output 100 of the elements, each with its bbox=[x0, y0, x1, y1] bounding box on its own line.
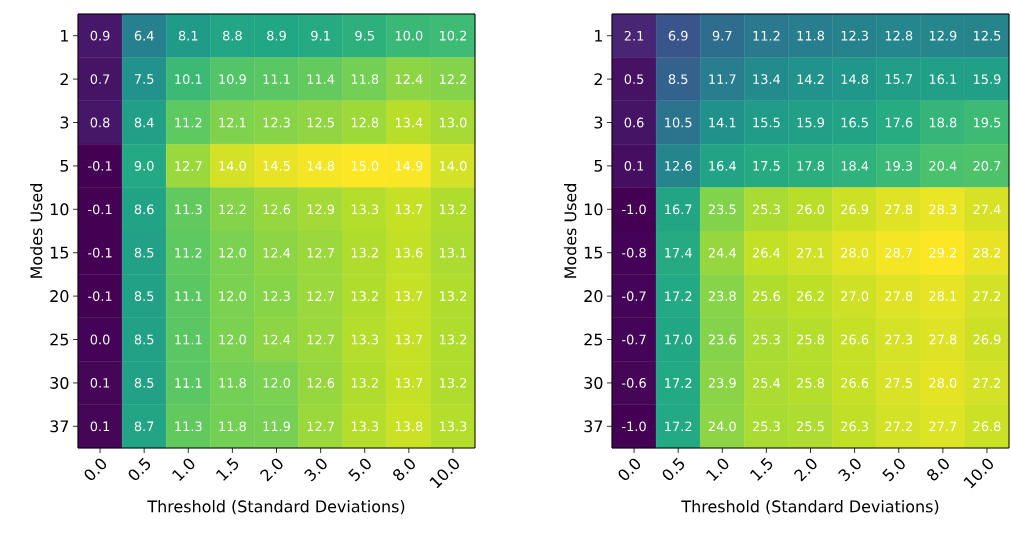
data-label: 12.8 bbox=[885, 30, 913, 41]
x-tick-label: 0.0 bbox=[84, 458, 107, 481]
data-label: 14.1 bbox=[709, 117, 736, 128]
x-tick-label: 1.5 bbox=[750, 457, 773, 481]
data-label: 17.2 bbox=[665, 291, 692, 301]
data-label: 12.7 bbox=[307, 291, 334, 301]
data-label: -0.7 bbox=[622, 334, 646, 345]
data-label: 11.8 bbox=[351, 74, 379, 85]
y-tick-label: 20 bbox=[584, 290, 603, 303]
data-label: 11.8 bbox=[219, 378, 246, 388]
x-tick-label: 0.5 bbox=[662, 457, 685, 481]
data-label: 13.2 bbox=[351, 247, 378, 258]
data-label: 17.6 bbox=[885, 117, 913, 128]
y-tick-label: 25 bbox=[584, 333, 603, 346]
x-tick-label: 8.0 bbox=[393, 458, 415, 481]
data-label: 26.4 bbox=[752, 247, 781, 258]
data-label: 17.8 bbox=[797, 161, 825, 171]
data-label: 26.6 bbox=[841, 334, 869, 345]
y-tick-label: 25 bbox=[50, 333, 69, 346]
data-label: 11.1 bbox=[263, 74, 290, 84]
data-label: 13.2 bbox=[439, 334, 467, 345]
data-label: 13.2 bbox=[439, 378, 467, 388]
data-label: 0.0 bbox=[90, 334, 110, 345]
data-label: 13.7 bbox=[395, 204, 423, 215]
data-label: 27.7 bbox=[929, 421, 957, 432]
data-label: 15.9 bbox=[973, 74, 1001, 85]
x-tick-label: 0.0 bbox=[618, 458, 641, 481]
data-label: 17.0 bbox=[665, 334, 692, 345]
data-label: 12.7 bbox=[307, 247, 334, 258]
data-label: 24.0 bbox=[708, 421, 736, 432]
data-label: 25.4 bbox=[752, 378, 781, 388]
data-label: 14.0 bbox=[219, 161, 246, 171]
data-label: 12.7 bbox=[175, 161, 202, 171]
data-label: 11.2 bbox=[175, 247, 202, 258]
data-label: 12.8 bbox=[351, 117, 379, 128]
data-label: 15.7 bbox=[885, 74, 913, 84]
data-label: 11.8 bbox=[219, 421, 246, 432]
data-label: 13.7 bbox=[395, 378, 423, 388]
data-label: 0.9 bbox=[90, 30, 110, 41]
data-label: 8.5 bbox=[134, 334, 154, 345]
data-label: 28.2 bbox=[973, 247, 1001, 258]
x-tick-label: 1.5 bbox=[216, 457, 239, 481]
data-label: 2.1 bbox=[624, 30, 644, 41]
x-tick-label: 3.0 bbox=[838, 458, 861, 482]
data-label: 28.7 bbox=[885, 247, 913, 258]
data-label: 17.4 bbox=[665, 247, 692, 258]
data-label: 28.0 bbox=[929, 378, 957, 388]
data-label: 18.4 bbox=[841, 161, 869, 171]
data-label: 11.2 bbox=[753, 30, 780, 41]
x-tick-label: 5.0 bbox=[348, 458, 371, 482]
data-label: 12.6 bbox=[665, 161, 692, 171]
data-label: 14.0 bbox=[439, 161, 467, 171]
data-label: 12.2 bbox=[219, 204, 246, 215]
data-label: 27.3 bbox=[885, 334, 913, 345]
data-label: 12.1 bbox=[219, 117, 246, 128]
data-label: 23.9 bbox=[708, 378, 736, 388]
data-label: -1.0 bbox=[622, 421, 646, 432]
data-label: 14.5 bbox=[263, 161, 290, 171]
data-label: 14.9 bbox=[395, 161, 423, 171]
data-label: 13.2 bbox=[351, 378, 378, 388]
data-label: 13.3 bbox=[351, 421, 379, 432]
data-label: 23.6 bbox=[708, 334, 736, 345]
data-label: 25.8 bbox=[797, 334, 825, 345]
y-tick-label: 15 bbox=[584, 246, 603, 259]
data-label: 16.1 bbox=[929, 74, 957, 85]
y-tick-label: 5 bbox=[594, 159, 603, 172]
data-label: 13.4 bbox=[395, 117, 423, 128]
data-label: 19.3 bbox=[885, 161, 913, 171]
data-label: 13.4 bbox=[753, 74, 781, 85]
data-label: 23.8 bbox=[708, 291, 736, 302]
data-label: 15.0 bbox=[351, 161, 379, 171]
data-label: 11.1 bbox=[175, 334, 202, 345]
data-label: 17.2 bbox=[665, 378, 692, 388]
data-label: 7.5 bbox=[134, 74, 154, 84]
data-label: 8.5 bbox=[134, 378, 154, 388]
data-label: 27.1 bbox=[797, 247, 824, 258]
y-tick-label: 10 bbox=[584, 203, 603, 216]
y-tick-label: 30 bbox=[584, 376, 603, 389]
data-label: 10.9 bbox=[219, 74, 246, 85]
data-label: 25.8 bbox=[797, 378, 825, 388]
data-label: 10.1 bbox=[175, 74, 202, 85]
data-label: 13.3 bbox=[351, 204, 379, 215]
data-label: 27.8 bbox=[885, 291, 913, 302]
y-tick-label: 5 bbox=[60, 159, 69, 172]
data-label: 8.7 bbox=[134, 421, 154, 432]
y-axis-title: Modes Used bbox=[30, 184, 43, 278]
data-label: 27.2 bbox=[885, 421, 912, 432]
data-label: 8.4 bbox=[134, 117, 154, 128]
data-label: 11.9 bbox=[263, 421, 290, 432]
data-label: 12.0 bbox=[219, 291, 246, 302]
y-tick-label: 37 bbox=[50, 420, 69, 433]
data-label: 15.5 bbox=[753, 117, 780, 128]
data-label: 9.7 bbox=[712, 30, 732, 41]
data-label: 13.6 bbox=[395, 247, 423, 258]
data-label: 0.1 bbox=[624, 161, 644, 171]
data-label: 12.3 bbox=[263, 291, 290, 302]
x-tick-label: 8.0 bbox=[927, 458, 949, 481]
data-label: 12.2 bbox=[439, 74, 467, 84]
data-label: 13.2 bbox=[351, 291, 378, 302]
data-label: 13.2 bbox=[439, 204, 467, 215]
